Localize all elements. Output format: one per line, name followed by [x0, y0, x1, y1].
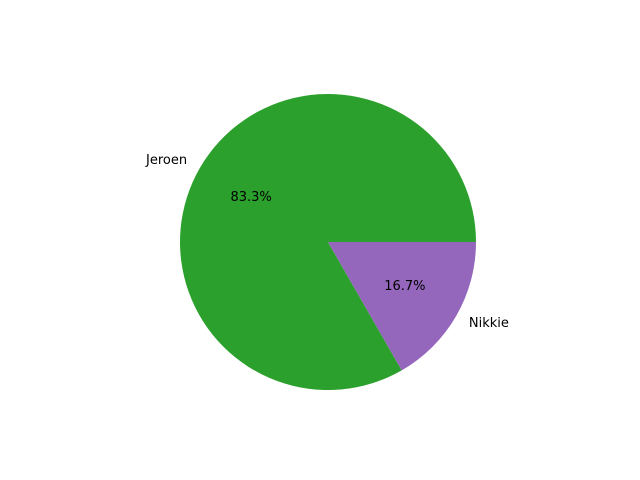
slice-percent-jeroen: 83.3%	[230, 190, 271, 205]
slice-label-nikkie: Nikkie	[469, 316, 509, 331]
slice-percent-nikkie: 16.7%	[384, 279, 425, 294]
slice-label-jeroen: Jeroen	[145, 153, 187, 168]
pie-slice-nikkie	[328, 242, 476, 371]
labels-layer: Jeroen 83.3% Nikkie 16.7%	[145, 153, 509, 331]
slices-layer	[179, 94, 476, 391]
pie-slice-jeroen	[179, 94, 476, 391]
